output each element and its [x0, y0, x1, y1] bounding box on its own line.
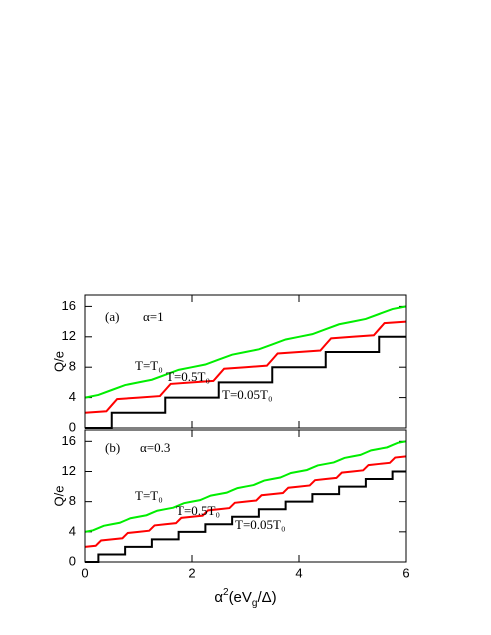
series-line [85, 470, 406, 563]
y-axis-label: Q/e [51, 486, 66, 507]
y-tick-label: 8 [69, 493, 76, 508]
y-tick-label: 16 [62, 433, 76, 448]
series-label: T=0.5T₀ [176, 503, 220, 518]
x-axis-label-part: 2 [223, 587, 229, 598]
x-axis-label-part: /Δ) [257, 589, 276, 606]
series-label: T=T₀ [135, 488, 163, 503]
series-line [84, 305, 407, 399]
annotation: α=1 [143, 309, 164, 324]
x-tick-label: 4 [295, 565, 302, 580]
panel-label: (a) [105, 309, 119, 324]
x-axis-label-part: g [252, 598, 258, 609]
y-tick-label: 4 [69, 389, 76, 404]
y-tick-label: 0 [69, 553, 76, 568]
x-axis-label-part: (eV [229, 589, 252, 606]
series-line [84, 320, 407, 414]
y-tick-label: 12 [62, 328, 76, 343]
y-axis-label: Q/e [51, 351, 66, 372]
series-line [84, 440, 407, 533]
y-tick-label: 4 [69, 523, 76, 538]
x-axis-label: α2(eVg/Δ) [214, 587, 276, 609]
y-tick-label: 16 [62, 298, 76, 313]
y-tick-label: 8 [69, 359, 76, 374]
series-label: T=0.05T₀ [222, 387, 273, 402]
series-line [85, 335, 406, 429]
x-tick-label: 6 [402, 565, 409, 580]
x-tick-label: 2 [188, 565, 195, 580]
plot-frame [84, 294, 407, 429]
series-line [84, 455, 407, 548]
series-label: T=T₀ [135, 358, 163, 373]
series-label: T=0.5T₀ [166, 369, 210, 384]
x-axis-label-part: α [214, 589, 223, 606]
plot-frame [84, 429, 407, 563]
series-label: T=0.05T₀ [235, 517, 286, 532]
panel-label: (b) [105, 440, 120, 455]
y-tick-label: 12 [62, 463, 76, 478]
x-tick-label: 0 [81, 565, 88, 580]
y-tick-label: 0 [69, 419, 76, 434]
annotation: α=0.3 [140, 440, 170, 455]
